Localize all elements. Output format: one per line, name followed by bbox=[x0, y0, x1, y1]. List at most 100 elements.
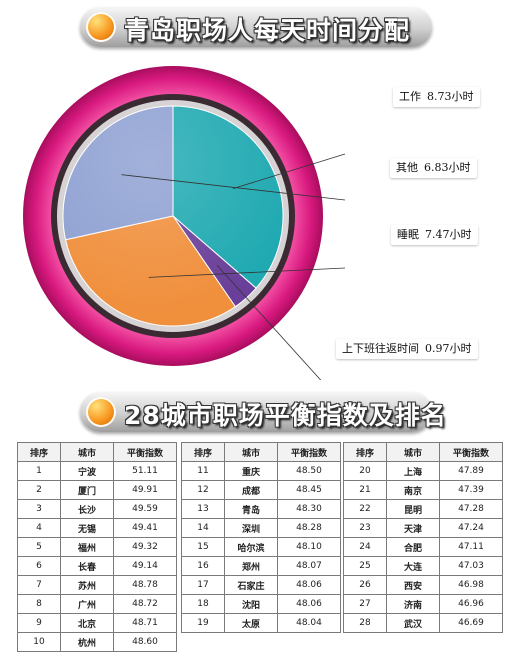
table-title-banner: 28城市职场平衡指数及排名 bbox=[80, 392, 446, 432]
slice-label-value: 6.83小时 bbox=[424, 161, 471, 174]
rank-cell: 28 bbox=[343, 613, 387, 633]
table-row: 6 长春 49.14 bbox=[17, 556, 177, 576]
rank-cell: 14 bbox=[181, 518, 225, 538]
rank-cell: 9 bbox=[17, 613, 61, 633]
index-cell: 48.78 bbox=[113, 575, 177, 595]
index-cell: 48.04 bbox=[277, 613, 341, 633]
city-cell: 长沙 bbox=[60, 499, 114, 519]
table-header-row: 排序 城市 平衡指数 bbox=[343, 442, 503, 462]
city-cell: 哈尔滨 bbox=[224, 537, 278, 557]
index-cell: 49.41 bbox=[113, 518, 177, 538]
slice-label-value: 7.47小时 bbox=[425, 228, 472, 241]
index-cell: 48.06 bbox=[277, 575, 341, 595]
table-row: 11 重庆 48.50 bbox=[181, 461, 341, 481]
index-cell: 46.98 bbox=[439, 575, 503, 595]
rank-cell: 18 bbox=[181, 594, 225, 614]
slice-label-value: 8.73小时 bbox=[427, 90, 474, 103]
rank-cell: 11 bbox=[181, 461, 225, 481]
rank-cell: 20 bbox=[343, 461, 387, 481]
column-header: 城市 bbox=[60, 442, 114, 462]
index-cell: 48.07 bbox=[277, 556, 341, 576]
table-row: 14 深圳 48.28 bbox=[181, 518, 341, 538]
index-cell: 46.69 bbox=[439, 613, 503, 633]
slice-label-value: 0.97小时 bbox=[425, 342, 472, 355]
table-row: 24 合肥 47.11 bbox=[343, 537, 503, 557]
table-row: 26 西安 46.98 bbox=[343, 575, 503, 595]
index-cell: 48.30 bbox=[277, 499, 341, 519]
rank-cell: 10 bbox=[17, 632, 61, 652]
rank-cell: 19 bbox=[181, 613, 225, 633]
city-cell: 成都 bbox=[224, 480, 278, 500]
table-header-row: 排序 城市 平衡指数 bbox=[181, 442, 341, 462]
slice-label-commute: 上下班往返时间 0.97小时 bbox=[336, 339, 478, 359]
pie-chart bbox=[23, 66, 346, 380]
leader-line-sleep bbox=[148, 267, 346, 278]
table-row: 9 北京 48.71 bbox=[17, 613, 177, 633]
city-cell: 武汉 bbox=[386, 613, 440, 633]
city-cell: 合肥 bbox=[386, 537, 440, 557]
table-row: 27 济南 46.96 bbox=[343, 594, 503, 614]
index-cell: 49.91 bbox=[113, 480, 177, 500]
table-row: 21 南京 47.39 bbox=[343, 480, 503, 500]
index-cell: 47.24 bbox=[439, 518, 503, 538]
index-cell: 47.03 bbox=[439, 556, 503, 576]
ranking-table-part-1: 排序 城市 平衡指数 1 宁波 51.11 2 厦门 49.91 3 长沙 49.59 4 无锡 49.41… bbox=[17, 442, 177, 652]
rank-cell: 2 bbox=[17, 480, 61, 500]
rank-cell: 16 bbox=[181, 556, 225, 576]
city-cell: 沈阳 bbox=[224, 594, 278, 614]
table-header-row: 排序 城市 平衡指数 bbox=[17, 442, 177, 462]
index-cell: 48.10 bbox=[277, 537, 341, 557]
column-header: 排序 bbox=[17, 442, 61, 462]
city-cell: 福州 bbox=[60, 537, 114, 557]
pie-title: 青岛职场人每天时间分配 bbox=[124, 16, 411, 45]
index-cell: 47.39 bbox=[439, 480, 503, 500]
city-cell: 广州 bbox=[60, 594, 114, 614]
table-row: 8 广州 48.72 bbox=[17, 594, 177, 614]
column-header: 平衡指数 bbox=[277, 442, 341, 462]
pie-glare bbox=[63, 106, 283, 326]
index-cell: 48.28 bbox=[277, 518, 341, 538]
index-cell: 47.28 bbox=[439, 499, 503, 519]
index-cell: 48.60 bbox=[113, 632, 177, 652]
rank-cell: 17 bbox=[181, 575, 225, 595]
slice-label-sleep: 睡眠 7.47小时 bbox=[391, 225, 478, 245]
rank-cell: 1 bbox=[17, 461, 61, 481]
table-row: 23 天津 47.24 bbox=[343, 518, 503, 538]
rank-cell: 5 bbox=[17, 537, 61, 557]
rank-cell: 6 bbox=[17, 556, 61, 576]
city-cell: 石家庄 bbox=[224, 575, 278, 595]
rank-cell: 23 bbox=[343, 518, 387, 538]
rank-cell: 3 bbox=[17, 499, 61, 519]
city-cell: 上海 bbox=[386, 461, 440, 481]
table-row: 4 无锡 49.41 bbox=[17, 518, 177, 538]
index-cell: 48.45 bbox=[277, 480, 341, 500]
column-header: 平衡指数 bbox=[439, 442, 503, 462]
table-row: 3 长沙 49.59 bbox=[17, 499, 177, 519]
rank-cell: 4 bbox=[17, 518, 61, 538]
index-cell: 51.11 bbox=[113, 461, 177, 481]
city-cell: 昆明 bbox=[386, 499, 440, 519]
index-cell: 48.50 bbox=[277, 461, 341, 481]
table-row: 1 宁波 51.11 bbox=[17, 461, 177, 481]
index-cell: 48.71 bbox=[113, 613, 177, 633]
index-cell: 46.96 bbox=[439, 594, 503, 614]
leader-line-other bbox=[121, 174, 346, 201]
city-cell: 北京 bbox=[60, 613, 114, 633]
city-cell: 长春 bbox=[60, 556, 114, 576]
rank-cell: 22 bbox=[343, 499, 387, 519]
rank-cell: 21 bbox=[343, 480, 387, 500]
city-cell: 天津 bbox=[386, 518, 440, 538]
index-cell: 47.11 bbox=[439, 537, 503, 557]
column-header: 排序 bbox=[181, 442, 225, 462]
index-cell: 47.89 bbox=[439, 461, 503, 481]
leader-line-commute bbox=[216, 264, 322, 380]
table-row: 18 沈阳 48.06 bbox=[181, 594, 341, 614]
table-row: 10 杭州 48.60 bbox=[17, 632, 177, 652]
city-cell: 郑州 bbox=[224, 556, 278, 576]
slice-label-name: 睡眠 bbox=[397, 228, 419, 241]
city-cell: 西安 bbox=[386, 575, 440, 595]
table-row: 17 石家庄 48.06 bbox=[181, 575, 341, 595]
table-row: 15 哈尔滨 48.10 bbox=[181, 537, 341, 557]
table-row: 25 大连 47.03 bbox=[343, 556, 503, 576]
index-cell: 48.06 bbox=[277, 594, 341, 614]
